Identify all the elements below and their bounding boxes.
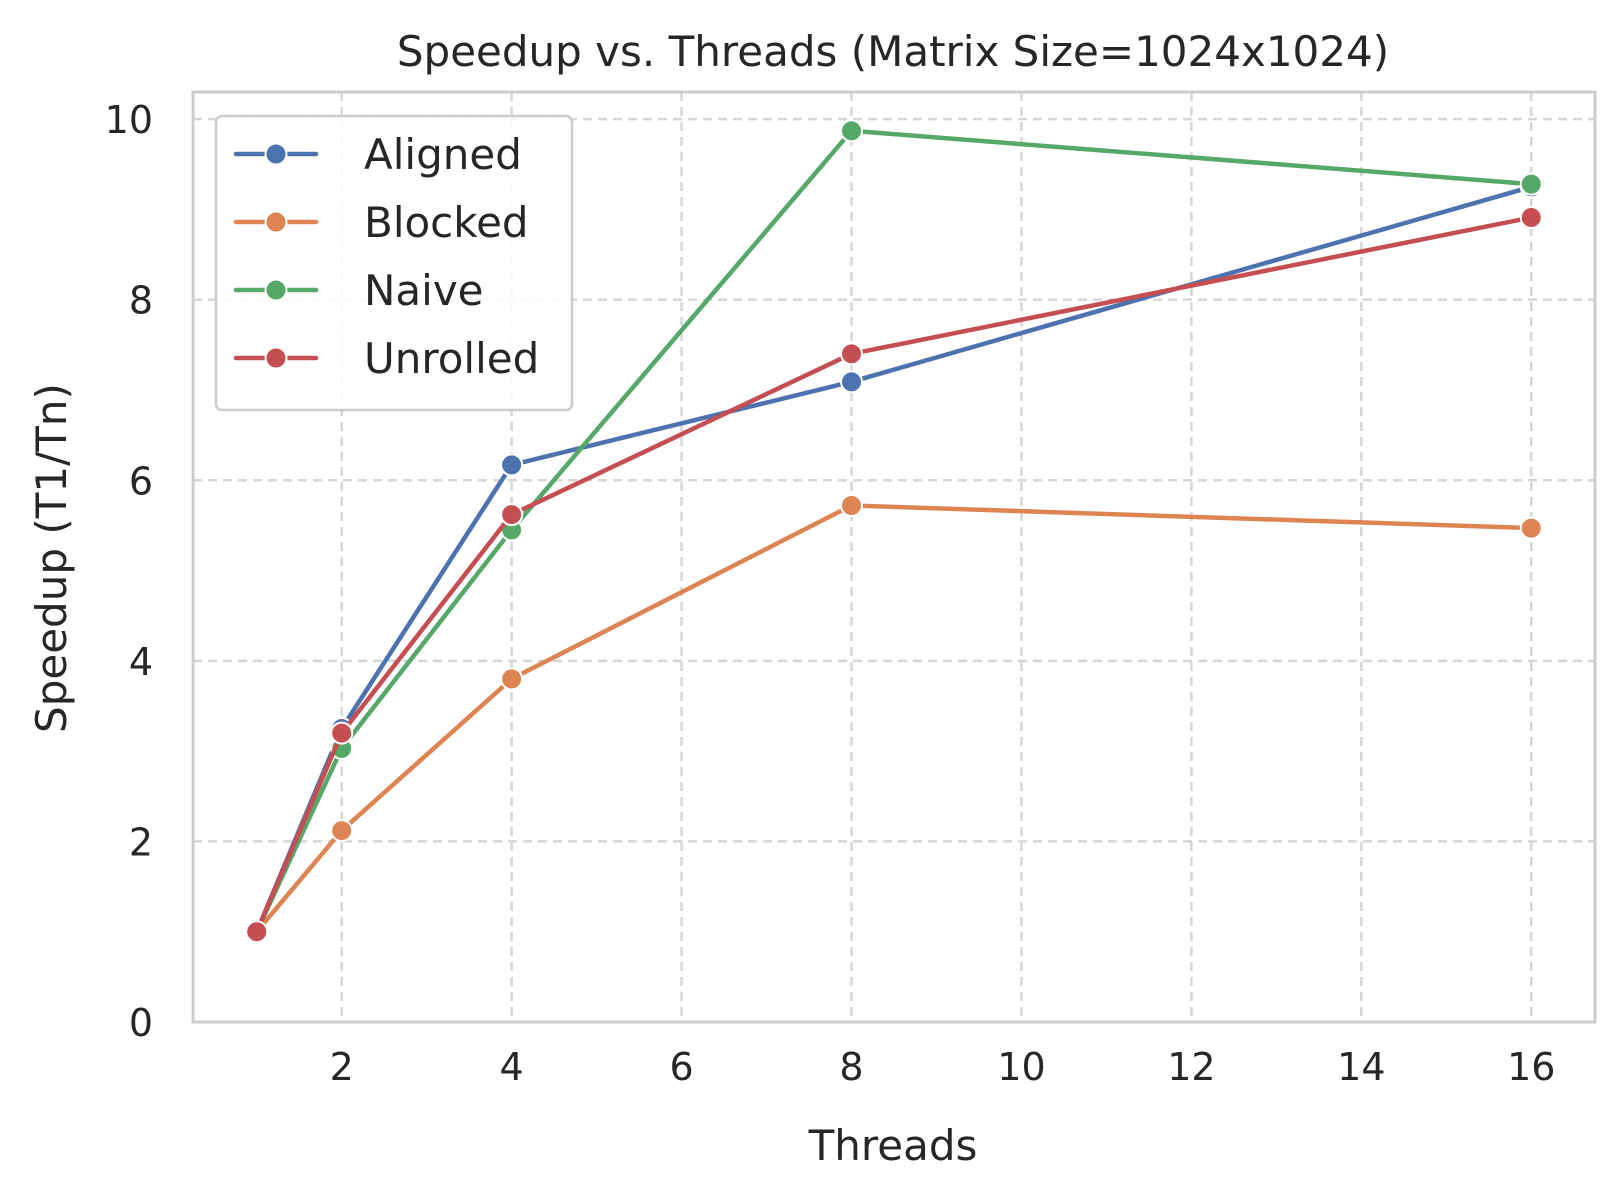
legend: Aligned Blocked Naive Unrolled	[214, 114, 574, 412]
x-tick-labels: 2 4 6 8 10 12 14 16	[330, 1045, 1556, 1089]
legend-label: Unrolled	[364, 334, 539, 383]
data-point-blocked	[840, 494, 864, 518]
data-point-naive	[840, 119, 864, 143]
y-tick-label: 2	[129, 820, 153, 864]
data-point-unrolled	[840, 342, 864, 366]
y-tick-labels: 0 2 4 6 8 10	[105, 98, 153, 1045]
legend-swatch-marker	[264, 142, 288, 166]
data-point-unrolled	[245, 920, 269, 944]
legend-item-naive: Naive	[233, 266, 484, 315]
y-tick-label: 0	[129, 1001, 153, 1045]
x-axis-label: Threads	[808, 1121, 978, 1170]
x-tick-label: 4	[500, 1045, 524, 1089]
x-tick-label: 2	[330, 1045, 354, 1089]
x-tick-label: 6	[669, 1045, 693, 1089]
y-tick-label: 10	[105, 98, 153, 142]
legend-swatch-marker	[264, 346, 288, 370]
data-point-unrolled	[500, 503, 524, 527]
data-point-unrolled	[330, 721, 354, 745]
x-tick-label: 16	[1507, 1045, 1555, 1089]
y-tick-label: 8	[129, 279, 153, 323]
y-tick-label: 6	[129, 459, 153, 503]
data-point-blocked	[500, 667, 524, 691]
legend-item-unrolled: Unrolled	[233, 334, 539, 383]
x-tick-label: 14	[1337, 1045, 1385, 1089]
legend-label: Aligned	[364, 130, 522, 179]
legend-swatch-marker	[264, 278, 288, 302]
x-tick-label: 10	[997, 1045, 1045, 1089]
data-point-blocked	[1519, 516, 1543, 540]
legend-label: Blocked	[364, 198, 529, 247]
data-point-aligned	[500, 453, 524, 477]
x-tick-label: 12	[1167, 1045, 1215, 1089]
data-point-naive	[1519, 172, 1543, 196]
data-point-unrolled	[1519, 206, 1543, 230]
legend-label: Naive	[364, 266, 484, 315]
chart-title: Speedup vs. Threads (Matrix Size=1024x10…	[397, 27, 1389, 76]
legend-box	[214, 114, 574, 412]
series-unrolled	[245, 206, 1543, 944]
data-point-aligned	[840, 370, 864, 394]
legend-item-aligned: Aligned	[233, 130, 522, 179]
data-point-blocked	[330, 819, 354, 843]
legend-swatch-marker	[264, 210, 288, 234]
legend-item-blocked: Blocked	[233, 198, 529, 247]
x-tick-label: 8	[839, 1045, 863, 1089]
plot-frame	[191, 90, 1597, 1024]
y-axis-label: Speedup (T1/Tn)	[27, 383, 76, 733]
series-lines	[245, 119, 1543, 944]
y-tick-label: 4	[129, 640, 153, 684]
